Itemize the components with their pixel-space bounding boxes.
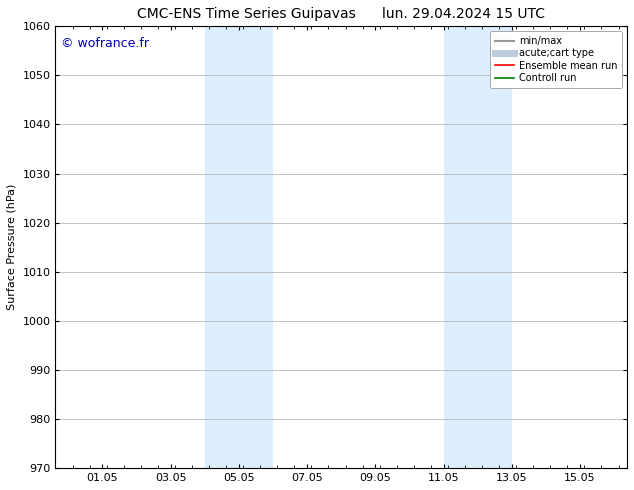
Title: CMC-ENS Time Series Guipavas      lun. 29.04.2024 15 UTC: CMC-ENS Time Series Guipavas lun. 29.04.… bbox=[138, 7, 545, 21]
Bar bbox=[444, 26, 512, 468]
Legend: min/max, acute;cart type, Ensemble mean run, Controll run: min/max, acute;cart type, Ensemble mean … bbox=[489, 31, 622, 88]
Bar bbox=[205, 26, 273, 468]
Y-axis label: Surface Pressure (hPa): Surface Pressure (hPa) bbox=[7, 184, 17, 311]
Text: © wofrance.fr: © wofrance.fr bbox=[61, 37, 149, 50]
